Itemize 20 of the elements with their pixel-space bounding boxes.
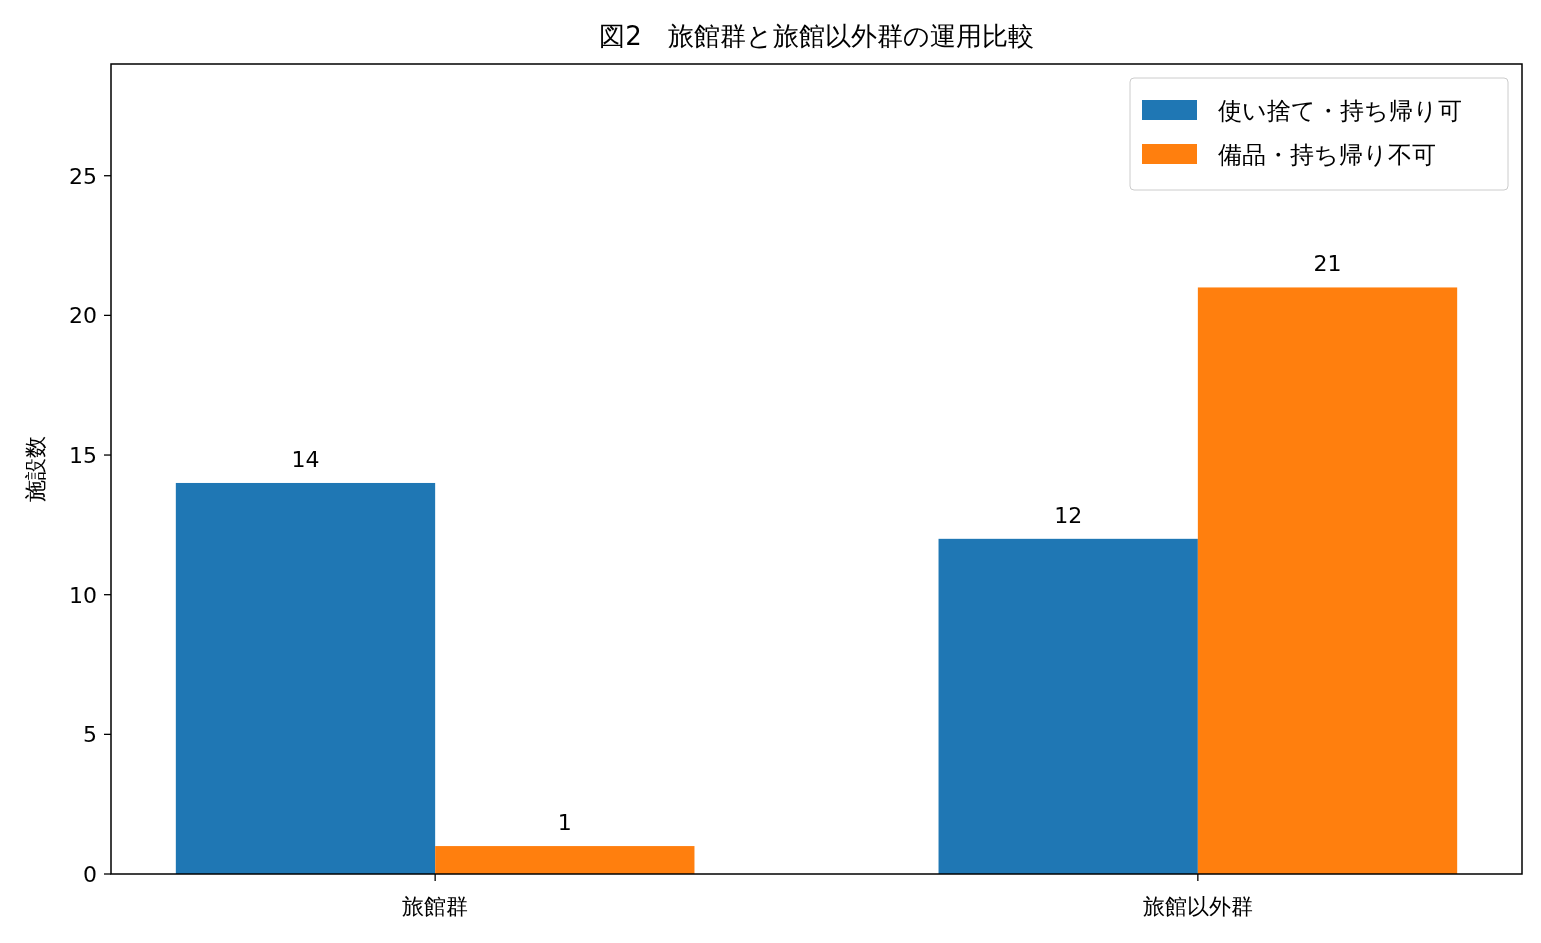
data-label: 21 — [1313, 251, 1342, 277]
y-tick-label: 25 — [69, 163, 97, 189]
legend-label: 備品・持ち帰り不可 — [1218, 141, 1436, 169]
data-label: 14 — [291, 446, 320, 472]
y-axis-title: 施設数 — [23, 436, 48, 502]
bar — [175, 482, 436, 874]
y-tick-label: 0 — [83, 862, 97, 887]
y-tick-label: 20 — [69, 303, 97, 329]
data-label: 1 — [557, 810, 572, 836]
y-tick-label: 10 — [69, 582, 97, 608]
bar — [938, 538, 1198, 874]
bar — [1197, 287, 1458, 874]
bar — [435, 846, 695, 874]
x-tick-label: 旅館以外群 — [1142, 894, 1253, 919]
legend-label: 使い捨て・持ち帰り可 — [1218, 97, 1462, 125]
data-label: 12 — [1054, 502, 1083, 528]
y-tick-label: 5 — [83, 722, 97, 748]
chart-title: 図2 旅館群と旅館以外群の運用比較 — [599, 21, 1034, 51]
x-tick-label: 旅館群 — [402, 894, 469, 919]
y-tick-label: 15 — [69, 443, 97, 469]
